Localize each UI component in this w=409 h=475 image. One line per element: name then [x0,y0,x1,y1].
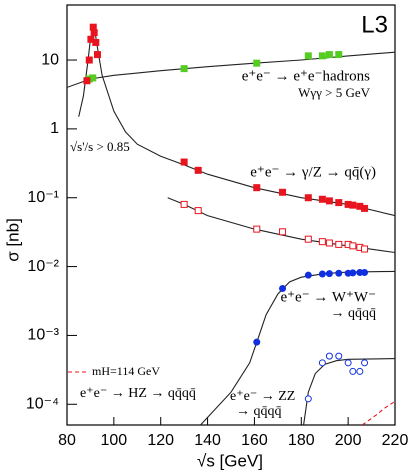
data-point [325,197,333,205]
x-tick-label: 100 [101,432,128,449]
y-tick-label: 10 [41,51,59,68]
data-point [180,65,188,73]
data-point [89,74,97,82]
data-point [92,38,100,46]
data-point [335,199,343,207]
annotation: e⁺e⁻ → e⁺e⁻hadrons [242,68,370,84]
annotation: mH=114 GeV [92,364,160,378]
data-point [349,269,357,277]
data-point [279,228,287,236]
x-tick-label: 80 [58,432,76,449]
data-point [361,359,369,367]
data-point [304,395,312,403]
data-point [253,184,261,192]
data-point [304,52,312,60]
x-tick-label: 200 [335,432,362,449]
data-point [325,352,333,360]
data-point [349,242,357,250]
x-tick-label: 160 [241,432,268,449]
annotation: e⁺e⁻ → ZZ [230,389,295,404]
data-point [335,352,343,360]
data-point [361,269,369,277]
data-point [253,225,261,233]
data-point [279,285,287,293]
data-point [325,270,333,278]
y-axis-label: σ [nb] [3,218,22,262]
data-point [325,51,333,59]
data-point [180,158,188,166]
data-point [279,188,287,196]
x-tick-label: 220 [382,432,409,449]
x-tick-label: 140 [194,432,221,449]
annotation: → qq̄qq̄ [236,404,282,419]
annotation: Wγγ > 5 GeV [298,85,370,100]
plot-frame [66,4,396,426]
data-point [83,77,91,85]
annotation: → qq̄qq̄ [331,306,377,321]
data-point [318,270,326,278]
data-point [85,56,93,64]
data-point [361,245,369,253]
data-point [318,195,326,203]
data-point [349,201,357,209]
x-tick-label: 120 [147,432,174,449]
data-point [335,240,343,248]
x-axis-label: √s [GeV] [197,451,263,470]
corner-label: L3 [361,11,388,38]
y-tick-label: 10⁻⁴ [26,395,59,412]
data-point [90,29,98,37]
data-point [194,207,202,215]
y-tick-label: 10⁻³ [27,327,59,344]
y-tick-label: 10⁻¹ [27,189,59,206]
curve [361,400,395,425]
data-point [304,194,312,202]
data-point [361,204,369,212]
data-point [180,200,188,208]
data-point [304,271,312,279]
data-point [318,238,326,246]
y-tick-label: 1 [50,120,59,137]
data-point [194,166,202,174]
data-point [253,338,261,346]
data-point [335,51,343,59]
annotation: e⁺e⁻ → γ/Z → qq̄(γ) [250,164,376,180]
data-point [349,367,357,375]
data-point [318,359,326,367]
data-point [318,52,326,60]
curve [303,358,395,425]
data-point [93,51,101,59]
data-point [325,239,333,247]
data-point [344,359,352,367]
data-point [335,269,343,277]
x-tick-label: 180 [288,432,315,449]
data-point [304,235,312,243]
annotation: √s'/s > 0.85 [70,139,130,154]
data-point [253,59,261,67]
data-point [356,367,364,375]
y-tick-label: 10⁻² [27,258,59,275]
annotation: e⁺e⁻ → HZ → qq̄qq̄ [80,386,196,401]
annotation: e⁺e⁻ → W⁺W⁻ [280,289,376,305]
